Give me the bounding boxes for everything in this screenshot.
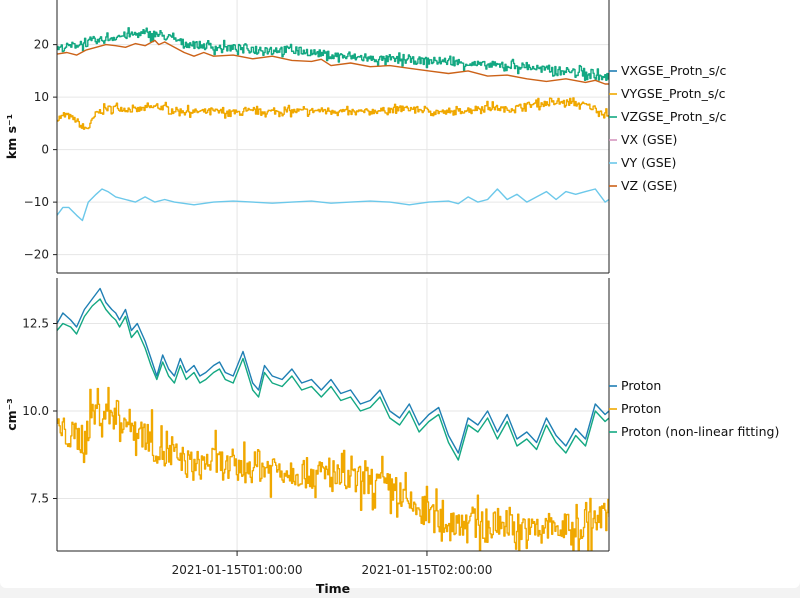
legend-entry: VX (GSE) bbox=[621, 132, 677, 147]
y-axis-label: km s⁻¹ bbox=[4, 114, 19, 159]
legend-entry: VZGSE_Protn_s/c bbox=[621, 109, 727, 124]
ytick-label: 20 bbox=[34, 38, 49, 52]
series-line-proton bbox=[57, 386, 609, 551]
legend-entry: VYGSE_Protn_s/c bbox=[621, 86, 726, 101]
legend-entry: VZ (GSE) bbox=[621, 178, 677, 193]
series-group bbox=[57, 27, 609, 222]
legend-entry: Proton bbox=[621, 378, 661, 393]
panel-1: 20 10 0 −10 −20 km s⁻¹ VXGSE_Protn_s/c VYGSE_Pr… bbox=[4, 0, 727, 274]
ytick-label: −10 bbox=[24, 195, 49, 209]
ytick-label: −20 bbox=[24, 248, 49, 262]
series-line-proton-non-linear-fitting- bbox=[57, 298, 609, 461]
series-line-vygse-protn-s-c bbox=[57, 97, 609, 130]
x-axis-label: Time bbox=[316, 581, 350, 596]
xtick-label: 2021-01-15T01:00:00 bbox=[172, 563, 303, 577]
ytick-label: 7.5 bbox=[30, 492, 49, 506]
series-line-proton bbox=[57, 287, 609, 454]
legend-entry: VY (GSE) bbox=[621, 155, 676, 170]
ytick-label: 10 bbox=[34, 90, 49, 104]
ytick-label: 0 bbox=[41, 143, 49, 157]
legend-entry: Proton bbox=[621, 401, 661, 416]
series-line-vzgse-protn-s-c bbox=[57, 27, 609, 81]
series-line-vy-gse- bbox=[57, 188, 609, 222]
legend-entry: Proton (non-linear fitting) bbox=[621, 424, 779, 439]
ytick-label: 10.0 bbox=[22, 404, 49, 418]
y-axis-label: cm⁻³ bbox=[4, 398, 19, 431]
series-group bbox=[57, 287, 609, 551]
series-line-vz-gse- bbox=[57, 39, 609, 85]
xtick-label: 2021-01-15T02:00:00 bbox=[361, 563, 492, 577]
panel-2: 12.5 10.0 7.5 cm⁻³ Proton Proton Proton (non-l… bbox=[4, 278, 779, 552]
ytick-label: 12.5 bbox=[22, 317, 49, 331]
legend-entry: VXGSE_Protn_s/c bbox=[621, 63, 727, 78]
